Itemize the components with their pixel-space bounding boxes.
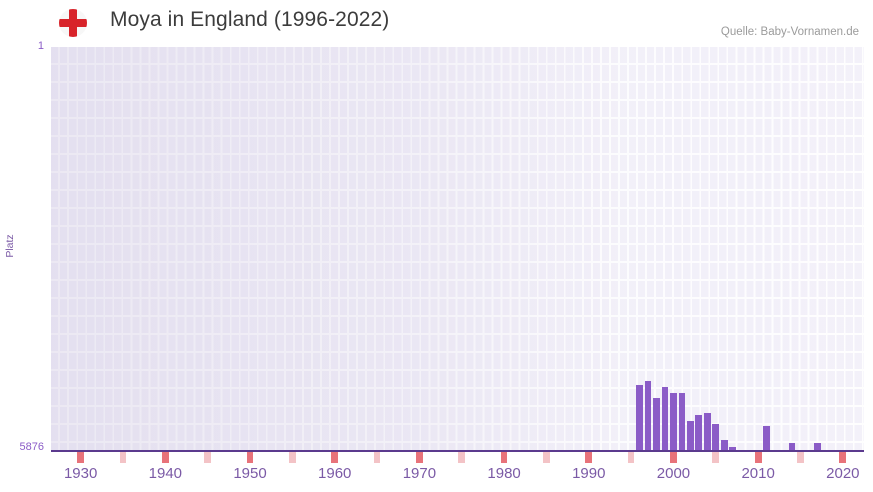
x-tick-mark-1940 [161, 452, 169, 463]
x-axis-label-1930: 1930 [63, 465, 98, 482]
x-tick-mark-1985 [543, 452, 550, 463]
x-axis-label-2010: 2010 [741, 465, 775, 482]
chart-header: Moya in England (1996-2022) Quelle: Baby… [0, 0, 873, 44]
flag-cross-vertical [69, 9, 77, 37]
x-tick-mark-2010 [754, 452, 762, 463]
plot-area [51, 47, 864, 452]
x-axis-label-1970: 1970 [402, 465, 437, 482]
bar-1996[interactable] [636, 385, 643, 452]
x-tick-mark-1950 [246, 452, 254, 463]
bar-2014[interactable] [788, 442, 796, 452]
x-tick-mark-1975 [458, 452, 466, 463]
bar-2001[interactable] [678, 392, 686, 452]
source-attribution: Quelle: Baby-Vornamen.de [720, 26, 859, 38]
x-tick-mark-2000 [670, 452, 677, 463]
x-tick-mark-1945 [204, 452, 212, 463]
x-axis-label-1940: 1940 [148, 465, 183, 482]
y-axis-title: Platz [4, 234, 16, 258]
y-axis-tick-bottom: 5876 [19, 441, 44, 453]
x-axis-label-1960: 1960 [318, 465, 352, 482]
x-tick-mark-2015 [797, 452, 804, 463]
bar-2004[interactable] [703, 413, 711, 452]
vertical-gridlines [51, 47, 864, 452]
x-axis-label-1980: 1980 [487, 465, 521, 482]
x-axis-label-1950: 1950 [233, 465, 267, 482]
x-axis-line [51, 450, 864, 452]
x-tick-mark-2005 [712, 452, 720, 463]
x-tick-mark-1990 [585, 452, 593, 463]
bar-series [51, 47, 864, 452]
bar-2007[interactable] [729, 447, 737, 452]
bar-1998[interactable] [653, 398, 660, 452]
x-tick-mark-1995 [627, 452, 635, 463]
x-tick-mark-1930 [77, 452, 85, 463]
x-axis-label-1990: 1990 [572, 465, 606, 482]
x-tick-mark-1970 [416, 452, 423, 463]
page-title: Moya in England (1996-2022) [110, 8, 390, 31]
x-tick-mark-1955 [288, 452, 296, 463]
bar-2017[interactable] [814, 442, 821, 452]
x-tick-mark-2020 [839, 452, 847, 463]
bar-1999[interactable] [661, 387, 669, 452]
bar-2006[interactable] [720, 440, 728, 452]
x-tick-mark-1935 [119, 452, 127, 463]
england-flag-icon [59, 9, 87, 37]
y-axis-tick-top: 1 [37, 40, 44, 52]
bar-2003[interactable] [695, 414, 703, 452]
x-axis-label-2020: 2020 [826, 465, 860, 482]
bar-2005[interactable] [712, 424, 720, 452]
bar-2011[interactable] [763, 425, 770, 452]
x-tick-mark-1965 [373, 452, 381, 463]
bar-2002[interactable] [687, 420, 694, 452]
x-axis-label-2000: 2000 [656, 465, 691, 482]
x-tick-mark-1960 [331, 452, 339, 463]
x-tick-mark-1980 [500, 452, 508, 463]
bar-2000[interactable] [670, 392, 677, 452]
bar-1997[interactable] [644, 380, 652, 452]
x-axis-ticks: 1930 1940 1950 1960 1970 1980 1990 2000 2010 2020 [51, 452, 864, 492]
